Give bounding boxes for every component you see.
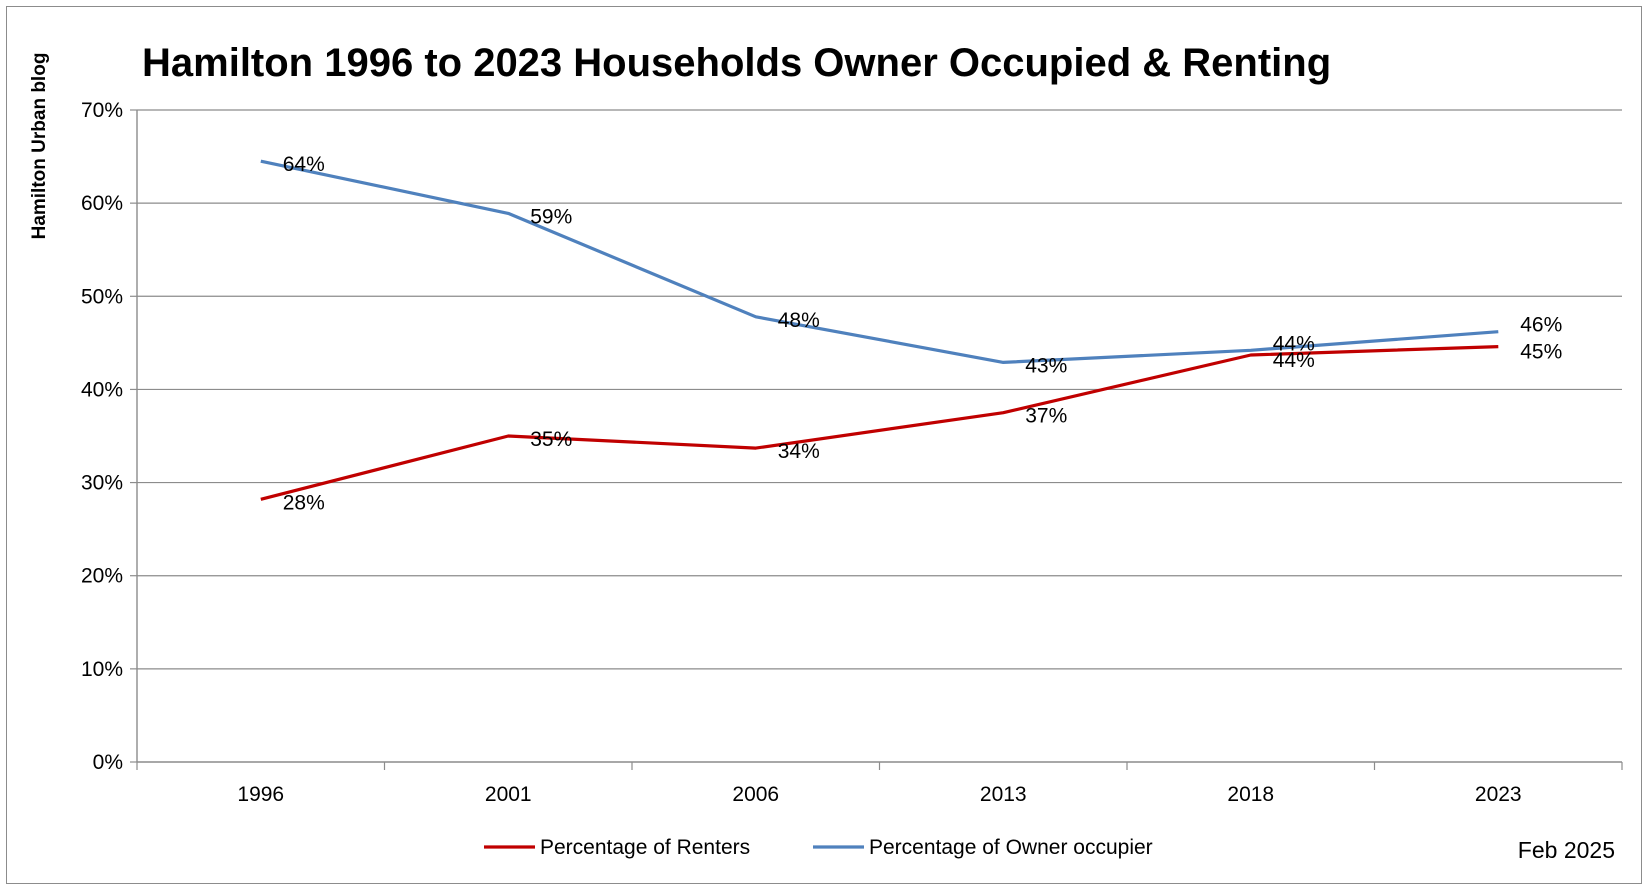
series-line-percentage-of-renters [260, 345, 1499, 501]
data-label: 28% [283, 491, 325, 514]
legend-label: Percentage of Owner occupier [869, 836, 1153, 859]
y-tick-label: 10% [81, 658, 123, 681]
y-tick-label: 70% [81, 99, 123, 122]
y-axis-label: Hamilton Urban blog [29, 53, 50, 240]
y-tick-label: 20% [81, 565, 123, 588]
data-label: 46% [1520, 314, 1562, 337]
gridlines [130, 109, 1622, 763]
data-label: 35% [530, 428, 572, 451]
y-tick-label: 30% [81, 472, 123, 495]
x-tick-label: 2018 [1227, 783, 1274, 806]
x-tick-label: 2006 [732, 783, 779, 806]
y-tick-label: 60% [81, 192, 123, 215]
data-label: 44% [1273, 332, 1315, 355]
footer-date: Feb 2025 [1518, 837, 1615, 863]
data-label: 59% [530, 205, 572, 228]
data-label: 45% [1520, 341, 1562, 364]
x-tick-labels: 1996 2001 2006 2013 2018 2023 [237, 783, 1521, 806]
series-line-percentage-of-owner-occupier [260, 159, 1499, 364]
data-label: 64% [283, 153, 325, 176]
data-label: 34% [778, 440, 820, 463]
axes [136, 110, 1623, 770]
y-tick-label: 50% [81, 285, 123, 308]
data-label: 37% [1025, 405, 1067, 428]
y-tick-label: 40% [81, 378, 123, 401]
data-labels: 28% 35% 34% 37% 44% 45% 64% 59% 48% 43% 44% 46% [283, 153, 1563, 514]
y-tick-label: 0% [93, 751, 123, 774]
legend: Percentage of Renters Percentage of Owner… [484, 836, 1153, 859]
chart-title: Hamilton 1996 to 2023 Households Owner O… [142, 41, 1331, 85]
y-tick-labels: 0% 10% 20% 30% 40% 50% 60% 70% [81, 99, 123, 774]
x-tick-label: 2013 [980, 783, 1027, 806]
x-tick-label: 2001 [485, 783, 532, 806]
data-label: 48% [778, 309, 820, 332]
x-tick-label: 2023 [1475, 783, 1522, 806]
series-lines [260, 159, 1499, 501]
data-label: 43% [1025, 354, 1067, 377]
legend-label: Percentage of Renters [540, 836, 750, 859]
x-tick-label: 1996 [237, 783, 284, 806]
data-label: 44% [1273, 349, 1315, 372]
chart-frame [6, 6, 1642, 884]
